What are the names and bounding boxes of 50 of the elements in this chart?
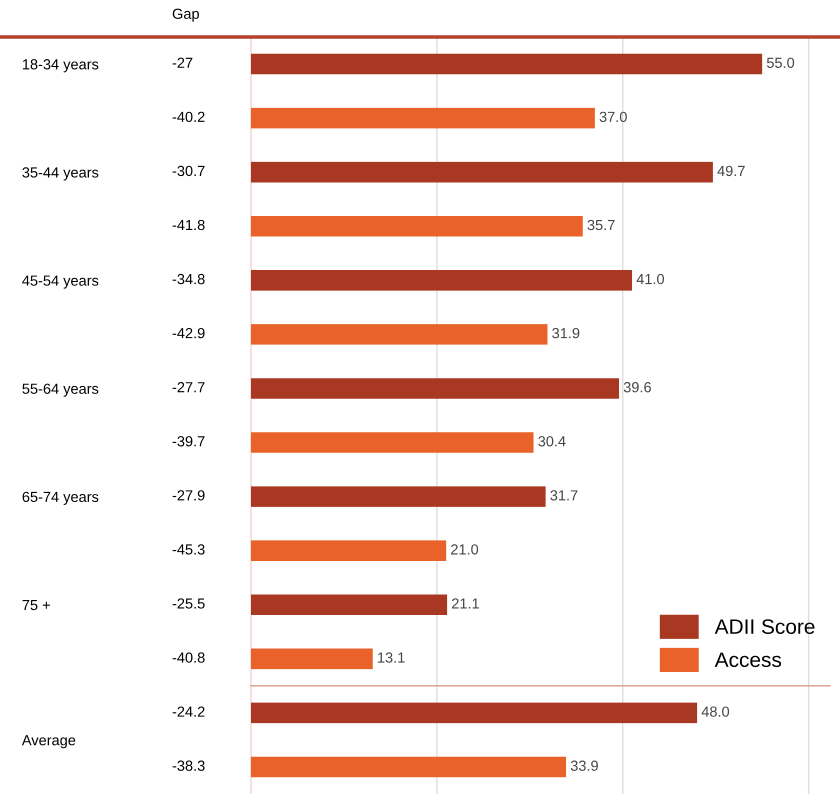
data-label: 39.6	[624, 382, 651, 392]
data-label: 13.1	[378, 652, 405, 663]
text: -30.7	[172, 166, 205, 176]
legend-label: ADII Score	[714, 619, 814, 634]
text: -40.8	[172, 652, 205, 663]
bar	[251, 270, 632, 291]
text: -27.9	[172, 490, 205, 501]
bar	[251, 54, 762, 74]
y-tick-label: 75 +	[22, 600, 50, 610]
data-label: 35.7	[588, 220, 615, 230]
y-tick-label: 35-44 years	[22, 167, 98, 180]
legend-label: Access	[714, 652, 782, 668]
data-label: 55.0	[766, 58, 794, 68]
data-label: 30.4	[538, 436, 566, 446]
data-label: 21.0	[451, 544, 478, 555]
text: -34.8	[172, 274, 205, 284]
y-tick-label: 18-34 years	[22, 59, 98, 72]
data-label: 31.9	[552, 328, 580, 338]
data-label: 48.0	[702, 706, 730, 717]
data-label: 41.0	[636, 274, 664, 284]
y-tick-label: Average	[22, 735, 76, 748]
text: -40.2	[172, 112, 205, 122]
bar	[251, 216, 583, 237]
bar	[251, 648, 373, 670]
text: -45.3	[172, 544, 205, 555]
y-tick-label: 45-54 years	[22, 276, 98, 289]
data-label: 37.0	[600, 112, 627, 122]
y-tick-label: 55-64 years	[22, 384, 98, 397]
text: -38.3	[172, 760, 205, 771]
data-label: 33.9	[570, 760, 598, 771]
bar	[251, 378, 620, 399]
bar	[251, 540, 446, 561]
bar	[251, 108, 595, 128]
bar	[251, 162, 713, 182]
bar	[251, 432, 534, 453]
text: -27	[172, 58, 192, 68]
text: -41.8	[172, 220, 205, 230]
text: Gap	[172, 8, 199, 22]
text: -42.9	[172, 328, 205, 338]
bar	[251, 324, 548, 345]
text: -39.7	[172, 436, 205, 446]
text: -25.5	[172, 598, 205, 609]
y-tick-label: 65-74 years	[22, 492, 98, 505]
data-label: 31.7	[550, 490, 578, 501]
text: -24.2	[172, 706, 205, 717]
bar	[251, 594, 448, 616]
data-label: 21.1	[452, 598, 479, 609]
text: -27.7	[172, 382, 205, 392]
bar	[251, 486, 546, 507]
data-label: 49.7	[717, 166, 745, 176]
